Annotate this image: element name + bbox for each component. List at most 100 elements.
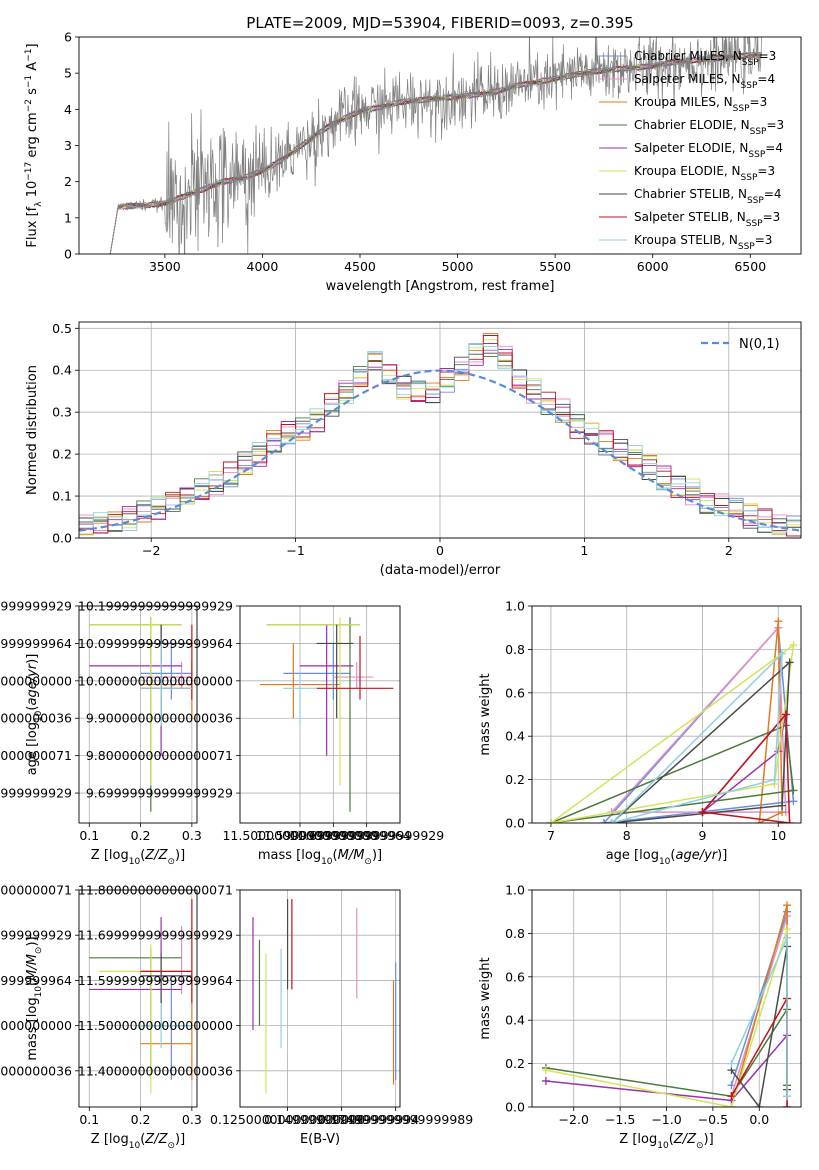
x-tick-label: 0.2 [131,1112,151,1127]
y-tick-label: 0.8 [505,926,525,941]
y-tick-label: 1.0 [505,883,525,898]
y-tick-label: 10.19999999999999929 [78,599,233,614]
y-tick-label: 0.8 [505,642,525,657]
x-tick-label: 8 [623,828,631,843]
y-axis-label: mass weight [478,957,493,1039]
label-part: mass [ [25,1017,40,1060]
y-axis-label: age [log10(age/yr)] [25,654,44,776]
y-axis-label: Normed distribution [25,365,40,495]
label-part: )] [372,848,382,863]
label-part: 10 [657,1141,669,1151]
label-part: Kroupa STELIB, N [634,233,738,247]
x-tick-label: 2 [725,543,733,558]
x-tick-label: −1 [286,543,304,558]
weight-marker [778,801,787,810]
y-tick-label: 11.50000000000000000 [0,1018,72,1033]
y-tick-label: 11.69999999999999929 [78,928,233,943]
weight-marker [789,797,798,806]
label-part: SSP [741,173,758,183]
label-part: log [639,848,659,863]
axes-frame [78,321,802,539]
weight-marker [755,819,764,823]
y-tick-label: 11.50000000000000000 [78,1018,233,1033]
y-tick-label: 1.0 [505,599,525,614]
label-part: SSP [733,104,750,114]
label-part: −17 [24,162,34,181]
y-tick-label: 0 [64,247,72,262]
x-axis-label: wavelength [Angstrom, rest frame] [326,279,555,294]
x-tick-label: 0.3 [182,828,202,843]
x-axis-label: age [log10(age/yr)] [606,848,728,867]
x-tick-label: 0.3 [182,1112,202,1127]
y-tick-label: 0.4 [505,1013,525,1028]
x-axis-label: (data-model)/error [380,563,501,578]
x-tick-label: 11.50000000000000000 [222,828,377,843]
label-part: A [25,62,40,75]
y-tick-label: 9.90000000000000036 [0,711,72,726]
y-tick-label: 0.0 [52,531,72,546]
weight-marker [727,1059,736,1068]
label-part: E(B-V) [300,1132,340,1147]
label-part: age/yr [675,848,718,863]
legend-label: Kroupa ELODIE, NSSP=3 [634,164,775,183]
legend: N(0,1) [701,337,780,352]
y-tick-label: 0.6 [505,969,525,984]
y-tick-label: 11.40000000000000036 [78,1063,233,1078]
label-part: ( [140,848,145,863]
label-part: log [109,848,129,863]
y-tick-label: 10.19999999999999929 [0,599,72,614]
label-part: =3 [763,210,781,224]
weight-line-salpeter-stelib [701,712,791,823]
weight-marker [785,658,794,667]
weight-marker [546,819,555,823]
weight-marker [541,1076,550,1085]
weight-marker [698,808,707,817]
label-part: log [637,1132,657,1147]
weight-marker [778,649,787,658]
y-tick-label: 6 [64,30,72,45]
y-tick-label: 10.09999999999999964 [78,636,233,651]
x-tick-label: −2 [142,543,160,558]
y-tick-label: 5 [64,66,72,81]
label-part: mass [ [258,848,301,863]
legend-label: Kroupa STELIB, NSSP=3 [634,233,772,252]
errorbar-kroupa-stelib [140,1003,192,1049]
label-part: 10 [129,857,141,867]
label-part: ⊙ [34,947,44,955]
label-part: M/M [25,954,40,981]
panel-mass-vs-ebv: 0.1250000000000000000.149999999999999994… [78,883,473,1148]
x-tick-label: 4500 [344,259,376,274]
label-part: Flux [ [25,211,40,247]
label-part: Salpeter ELODIE, N [634,141,748,155]
y-tick-label: 9.80000000000000071 [0,748,72,763]
y-tick-label: 11.59999999999999964 [78,973,233,988]
weight-marker [783,1092,792,1101]
label-part: f [25,206,40,211]
panel-residuals: −2 −1 0 1 2 0.0 0.1 0.2 0.3 0.4 0.5 (data-model)/er… [25,321,802,578]
x-tick-label: 11.59999999999999964 [256,828,411,843]
label-part: )] [704,1132,714,1147]
label-part: Z/Z [144,848,168,863]
y-tick-label: 0.2 [505,1056,525,1071]
figure-title: PLATE=2009, MJD=53904, FIBERID=0093, z=0… [246,14,633,32]
x-tick-label: −2.0 [559,1112,589,1127]
x-tick-label: 3500 [149,259,181,274]
label-part: ⊙ [696,1141,704,1151]
x-tick-label: 0.149999999999999994 [264,1112,419,1127]
label-part: SSP [738,242,755,252]
y-axis-label: mass weight [478,673,493,755]
weight-marker [785,819,794,823]
label-part: =4 [764,187,782,201]
y-tick-label: 10.00000000000000000 [0,673,72,688]
y-tick-label: 0.4 [52,363,72,378]
label-part: SSP [742,58,759,68]
label-part: SSP [748,150,765,160]
weight-marker [783,1103,792,1107]
errorbar-salpeter-elodie [300,624,354,756]
label-part: SSP [746,219,763,229]
label-part: Salpeter MILES, N [634,72,741,86]
errorbar-chabrier-stelib [316,624,354,719]
histogram-chabrier-stelib [79,352,801,532]
y-tick-label: 0.2 [52,447,72,462]
